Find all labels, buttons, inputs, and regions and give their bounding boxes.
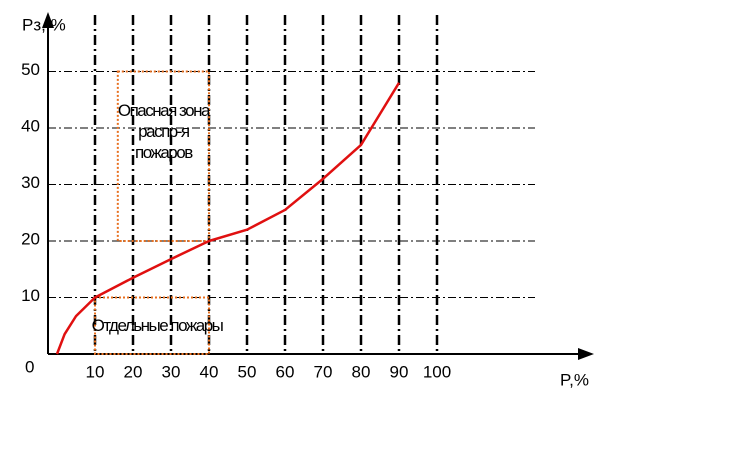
- y-tick-label: 10: [21, 286, 40, 305]
- x-tick-label: 20: [124, 362, 143, 381]
- x-tick-label: 10: [86, 362, 105, 381]
- zone: [94, 296, 210, 355]
- zone: [116, 70, 210, 242]
- y-tick-label: 40: [21, 116, 40, 135]
- x-tick-label: 30: [162, 362, 181, 381]
- origin-label: 0: [25, 357, 34, 376]
- x-tick-label: 60: [276, 362, 295, 381]
- line: [55, 82, 401, 355]
- y-tick-label: 30: [21, 173, 40, 192]
- x-tick-label: 50: [238, 362, 257, 381]
- x-tick-label: 90: [390, 362, 409, 381]
- zone-label: пожаров: [135, 143, 193, 162]
- x-axis-label: P,%: [560, 370, 589, 389]
- zone-label: Отдельные пожары: [92, 316, 224, 335]
- x-axis-arrow: [578, 348, 594, 360]
- y-tick-label: 20: [21, 229, 40, 248]
- x-tick-label: 70: [314, 362, 333, 381]
- zone-label: Опасная зона: [118, 101, 211, 120]
- y-tick-label: 50: [21, 60, 40, 79]
- x-tick-label: 80: [352, 362, 371, 381]
- x-tick-label: 40: [200, 362, 219, 381]
- x-tick-label: 100: [423, 362, 451, 381]
- zone-label: распр-я: [138, 122, 190, 141]
- y-axis-arrow: [42, 12, 54, 28]
